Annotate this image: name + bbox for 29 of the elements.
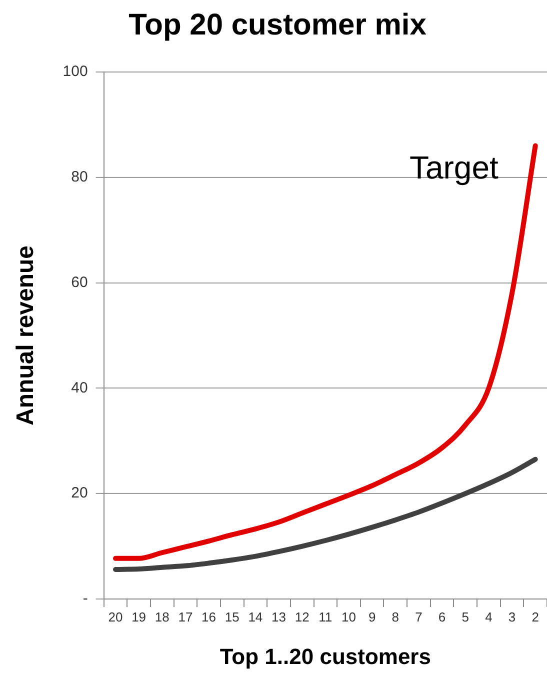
x-tick-label: 2 [532, 609, 539, 624]
x-tick-label: 8 [392, 609, 400, 624]
x-tick-label: 19 [132, 609, 146, 624]
x-axis-title: Top 1..20 customers [220, 644, 431, 669]
x-tick-label: 16 [202, 609, 216, 624]
x-tick-label: 6 [438, 609, 446, 624]
x-tick-label: 7 [415, 609, 422, 624]
y-tick-label: 60 [71, 274, 88, 291]
annotation: Target [409, 149, 499, 186]
x-tick-label: 11 [318, 609, 332, 624]
x-tick-label: 13 [272, 609, 286, 624]
x-tick-label: 4 [485, 609, 492, 624]
x-tick-label: 5 [462, 609, 469, 624]
x-tick-label: 20 [108, 609, 123, 624]
y-tick-label: 100 [62, 63, 88, 80]
x-tick-label: 18 [154, 609, 170, 624]
x-tick-label: 14 [248, 609, 263, 624]
x-tick-label: 17 [178, 609, 193, 624]
y-tick-label: - [82, 590, 88, 608]
y-axis-title: Annual revenue [12, 245, 40, 426]
x-tick-label: 15 [224, 609, 240, 624]
y-tick-label: 80 [71, 168, 88, 186]
x-tick-label: 10 [342, 609, 356, 624]
x-tick-label: 12 [294, 609, 310, 624]
y-tick-label: 20 [71, 484, 88, 502]
x-tick-label: 9 [368, 609, 376, 624]
x-tick-label: 3 [508, 609, 516, 624]
y-tick-label: 40 [71, 379, 88, 396]
chart-title: Top 20 customer mix [128, 8, 427, 42]
